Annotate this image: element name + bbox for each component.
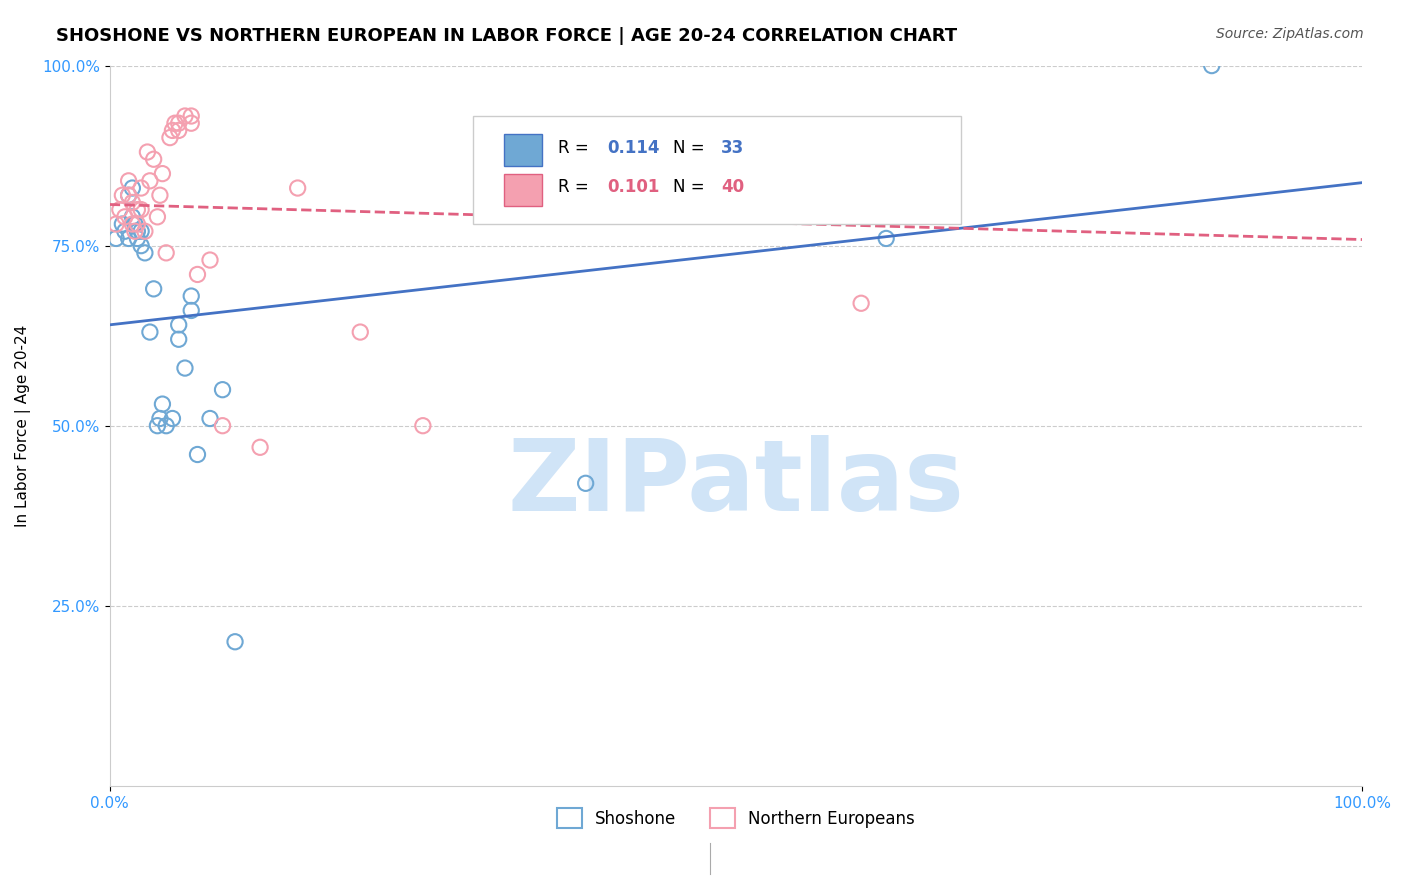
Northern Europeans	[198, 253, 221, 268]
Text: ZIPatlas: ZIPatlas	[508, 434, 965, 532]
Text: R =: R =	[558, 139, 595, 157]
Northern Europeans	[121, 217, 143, 231]
Shoshone	[117, 231, 139, 245]
Shoshone	[114, 224, 136, 238]
Shoshone	[142, 282, 165, 296]
Shoshone	[111, 217, 134, 231]
Shoshone	[152, 397, 174, 411]
Shoshone	[127, 224, 149, 238]
Shoshone	[146, 418, 169, 433]
Northern Europeans	[114, 210, 136, 224]
Northern Europeans	[139, 174, 162, 188]
Northern Europeans	[124, 224, 146, 238]
Northern Europeans	[912, 123, 935, 137]
Northern Europeans	[180, 109, 202, 123]
Northern Europeans	[162, 123, 184, 137]
Northern Europeans	[136, 145, 159, 159]
Northern Europeans	[180, 116, 202, 130]
Northern Europeans	[129, 202, 152, 217]
Text: Source: ZipAtlas.com: Source: ZipAtlas.com	[1216, 27, 1364, 41]
Northern Europeans	[159, 130, 181, 145]
Shoshone	[224, 634, 246, 648]
Shoshone	[180, 289, 202, 303]
Northern Europeans	[134, 224, 156, 238]
Legend: Shoshone, Northern Europeans: Shoshone, Northern Europeans	[550, 801, 921, 835]
Shoshone	[129, 238, 152, 252]
Shoshone	[186, 448, 208, 462]
Northern Europeans	[146, 210, 169, 224]
Shoshone	[121, 210, 143, 224]
Northern Europeans	[152, 167, 174, 181]
Shoshone	[1201, 59, 1223, 73]
Northern Europeans	[127, 202, 149, 217]
Northern Europeans	[249, 440, 271, 454]
Northern Europeans	[724, 123, 747, 137]
Northern Europeans	[105, 217, 128, 231]
Shoshone	[575, 476, 598, 491]
Northern Europeans	[174, 109, 197, 123]
FancyBboxPatch shape	[472, 116, 962, 224]
Northern Europeans	[163, 116, 186, 130]
Text: 33: 33	[721, 139, 744, 157]
Northern Europeans	[186, 268, 208, 282]
Northern Europeans	[349, 325, 371, 339]
Shoshone	[124, 217, 146, 231]
Northern Europeans	[412, 418, 434, 433]
Shoshone	[127, 231, 149, 245]
Text: 40: 40	[721, 178, 744, 195]
Northern Europeans	[155, 245, 177, 260]
Northern Europeans	[211, 418, 233, 433]
Shoshone	[121, 181, 143, 195]
Northern Europeans	[117, 188, 139, 202]
Shoshone	[162, 411, 184, 425]
Northern Europeans	[167, 123, 190, 137]
Text: 0.101: 0.101	[607, 178, 659, 195]
Shoshone	[117, 188, 139, 202]
Shoshone	[155, 418, 177, 433]
Text: N =: N =	[673, 139, 710, 157]
Shoshone	[198, 411, 221, 425]
Northern Europeans	[108, 202, 131, 217]
Text: N =: N =	[673, 178, 710, 195]
Text: SHOSHONE VS NORTHERN EUROPEAN IN LABOR FORCE | AGE 20-24 CORRELATION CHART: SHOSHONE VS NORTHERN EUROPEAN IN LABOR F…	[56, 27, 957, 45]
Shoshone	[149, 411, 172, 425]
Shoshone	[180, 303, 202, 318]
Northern Europeans	[149, 188, 172, 202]
Shoshone	[875, 231, 897, 245]
FancyBboxPatch shape	[505, 174, 541, 206]
Shoshone	[912, 188, 935, 202]
Shoshone	[167, 318, 190, 332]
Northern Europeans	[129, 181, 152, 195]
Northern Europeans	[127, 217, 149, 231]
Shoshone	[211, 383, 233, 397]
Text: 0.114: 0.114	[607, 139, 659, 157]
Northern Europeans	[537, 123, 560, 137]
Shoshone	[167, 332, 190, 346]
Northern Europeans	[121, 195, 143, 210]
Y-axis label: In Labor Force | Age 20-24: In Labor Force | Age 20-24	[15, 325, 31, 527]
Northern Europeans	[111, 188, 134, 202]
Northern Europeans	[117, 174, 139, 188]
Shoshone	[139, 325, 162, 339]
Shoshone	[134, 245, 156, 260]
Shoshone	[174, 361, 197, 376]
Northern Europeans	[167, 116, 190, 130]
Shoshone	[129, 224, 152, 238]
Text: R =: R =	[558, 178, 595, 195]
Northern Europeans	[287, 181, 309, 195]
FancyBboxPatch shape	[505, 134, 541, 167]
Shoshone	[105, 231, 128, 245]
Northern Europeans	[142, 153, 165, 167]
Northern Europeans	[849, 296, 872, 310]
